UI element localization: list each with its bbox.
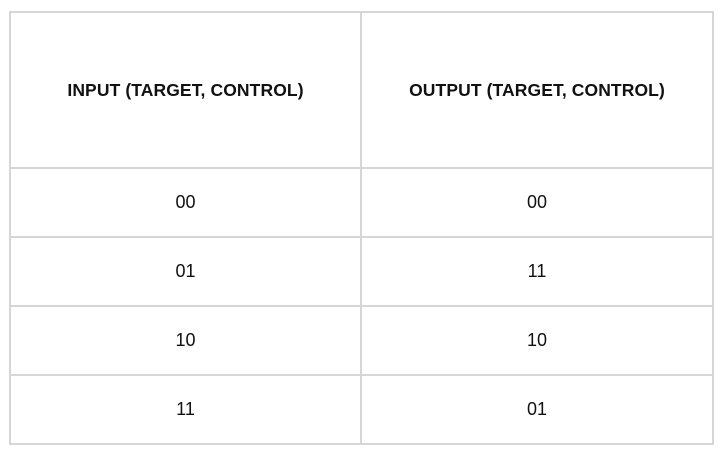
output-cell: 00 [360, 167, 714, 238]
header-row: INPUT (TARGET, CONTROL) OUTPUT (TARGET, … [9, 11, 714, 169]
output-cell: 11 [360, 236, 714, 307]
truth-table: INPUT (TARGET, CONTROL) OUTPUT (TARGET, … [9, 11, 714, 445]
input-cell: 11 [9, 374, 362, 445]
input-cell: 00 [9, 167, 362, 238]
table-row: 01 11 [9, 236, 714, 307]
table-row: 11 01 [9, 374, 714, 445]
table-body: 00 00 01 11 10 10 11 01 [9, 167, 714, 445]
output-cell: 10 [360, 305, 714, 376]
table-header: INPUT (TARGET, CONTROL) OUTPUT (TARGET, … [9, 11, 714, 169]
table-row: 00 00 [9, 167, 714, 238]
header-input: INPUT (TARGET, CONTROL) [9, 11, 362, 169]
input-cell: 01 [9, 236, 362, 307]
input-cell: 10 [9, 305, 362, 376]
header-output: OUTPUT (TARGET, CONTROL) [360, 11, 714, 169]
table-row: 10 10 [9, 305, 714, 376]
output-cell: 01 [360, 374, 714, 445]
